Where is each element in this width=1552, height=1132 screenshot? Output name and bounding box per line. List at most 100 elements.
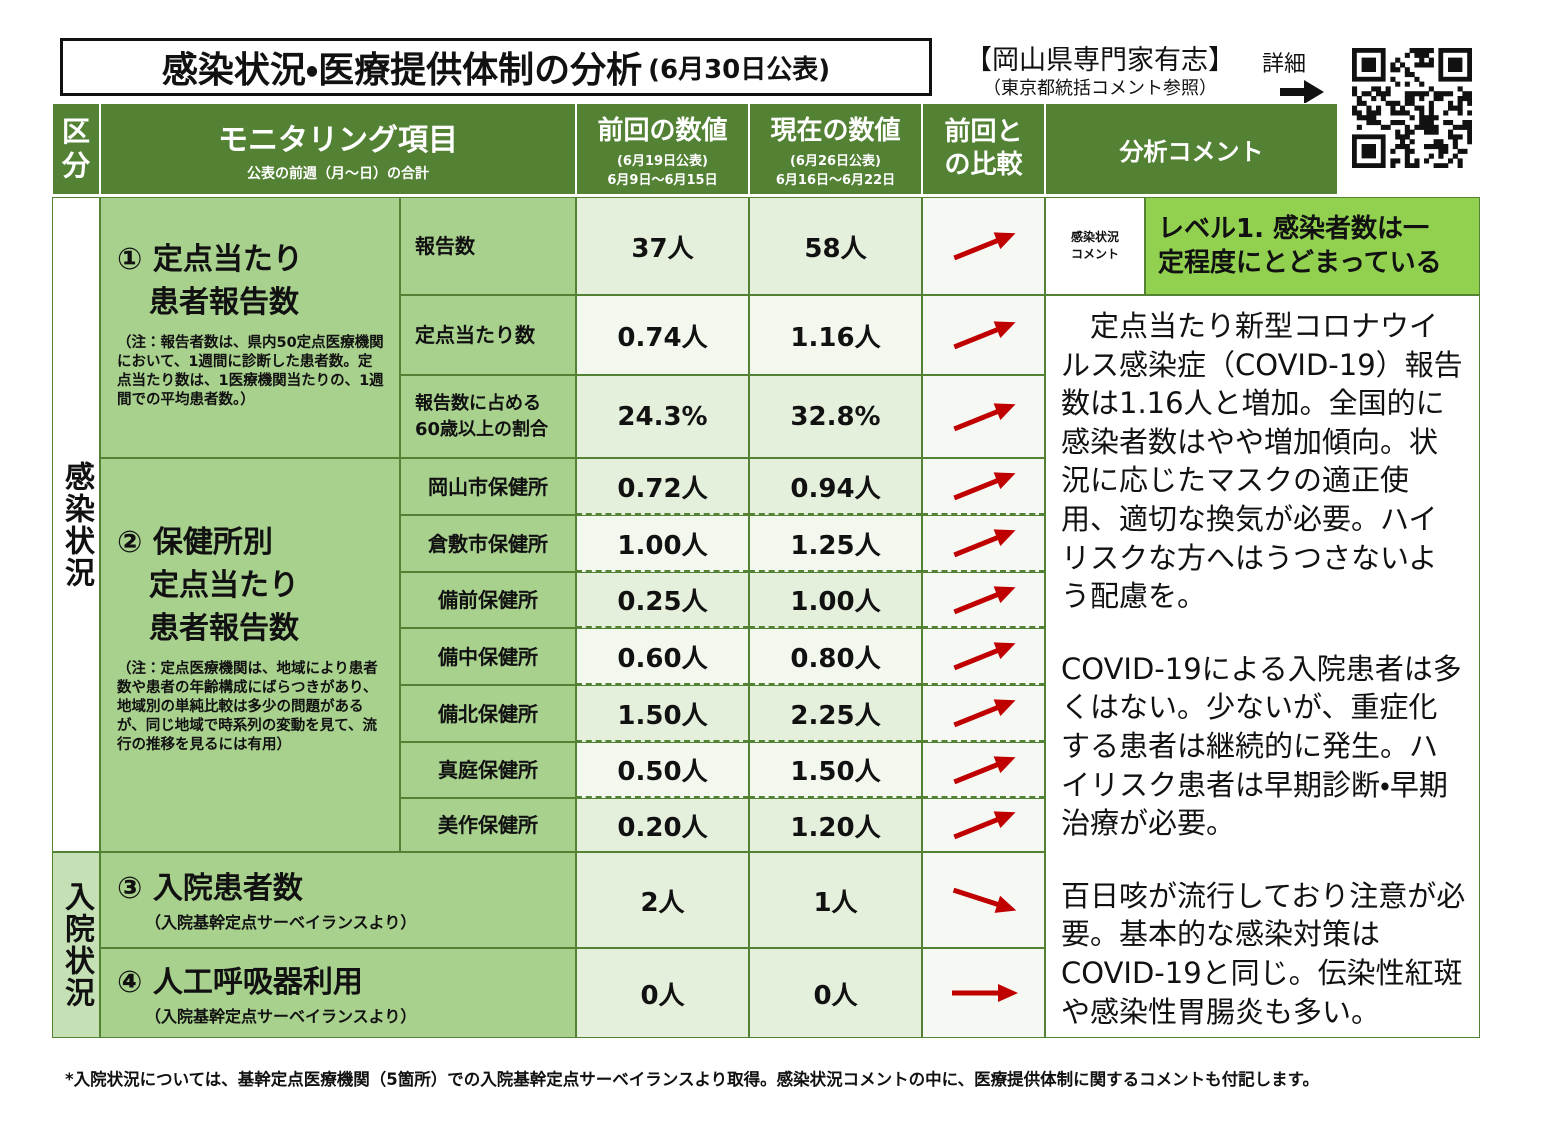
item-label: 備中保健所	[438, 644, 538, 669]
trend-arrow	[952, 232, 1016, 261]
previous-value: 1.00人	[576, 515, 749, 572]
comment-paragraph: 百日咳が流行しており注意が必要。基本的な感染対策はCOVID-19と同じ。伝染性…	[1061, 878, 1466, 1029]
header-text: 前回の数値	[597, 116, 728, 146]
item-label-cell: 備前保健所	[400, 572, 576, 628]
current-value: 1.00人	[749, 572, 922, 628]
item-label: 岡山市保健所	[428, 474, 548, 499]
current-value: 1.20人	[749, 798, 922, 852]
previous-value: 37人	[576, 197, 749, 295]
current-value: 58人	[749, 197, 922, 295]
organization-note: （東京都統括コメント参照）	[983, 78, 1217, 99]
current-value: 32.8%	[749, 375, 922, 458]
organization: 【岡山県専門家有志】	[965, 45, 1235, 76]
comparison-cell	[922, 197, 1045, 295]
trend-arrow	[952, 585, 1016, 614]
comparison-cell	[922, 572, 1045, 628]
current-value: 1.16人	[749, 295, 922, 375]
header-note: (6月19日公表)	[616, 154, 709, 169]
item-label-cell: 報告数	[400, 197, 576, 295]
footnote: *入院状況については、基幹定点医療機関（5箇所）での入院基幹定点サーベイランスよ…	[65, 1070, 1319, 1089]
section-title: 患者報告数	[149, 611, 299, 646]
section-title: ① 定点当たり	[117, 242, 303, 277]
header-text: 現在の数値	[770, 116, 901, 146]
arrow-icon	[1280, 80, 1324, 104]
section-title: 定点当たり	[149, 568, 299, 603]
previous-value: 0.20人	[576, 798, 749, 852]
comparison-cell	[922, 852, 1045, 948]
comment-paragraph: COVID-19による入院患者は多くはない。少ないが、重症化する患者は継続的に発…	[1061, 651, 1462, 841]
current-value: 1.25人	[749, 515, 922, 572]
item-label-cell: 倉敷市保健所	[400, 515, 576, 572]
level-text: レベル1. 感染者数は一	[1158, 214, 1430, 244]
category-cell: 入院状況	[52, 852, 100, 1038]
previous-value: 0.72人	[576, 458, 749, 515]
item-label-cell: 備北保健所	[400, 685, 576, 742]
comparison-cell	[922, 798, 1045, 852]
comparison-cell	[922, 295, 1045, 375]
section-title: ③ 入院患者数	[117, 871, 303, 906]
comparison-cell	[922, 628, 1045, 685]
comment-label: コメント	[1070, 247, 1119, 261]
previous-value: 0.74人	[576, 295, 749, 375]
item-label: 定点当たり数	[415, 323, 535, 347]
header-note: (6月26日公表)	[789, 154, 882, 169]
trend-arrow	[952, 642, 1016, 671]
trend-arrow	[952, 402, 1016, 431]
current-value: 0.94人	[749, 458, 922, 515]
trend-arrow	[952, 887, 1016, 913]
section-title-cell: ① 定点当たり患者報告数 （注：報告者数は、県内50定点医療機関において、1週間に…	[100, 197, 400, 458]
trend-arrow	[952, 811, 1016, 840]
section-title: 患者報告数	[149, 285, 299, 320]
current-value: 2.25人	[749, 685, 922, 742]
comment-paragraph: 定点当たり新型コロナウイルス感染症（COVID-19）報告数は1.16人と増加。…	[1061, 309, 1463, 614]
item-label: 備北保健所	[438, 701, 538, 726]
header-current: 現在の数値 (6月26日公表) 6月16日～6月22日	[749, 103, 922, 195]
item-label: 倉敷市保健所	[428, 531, 548, 556]
section-note: （入院基幹定点サーベイランスより）	[145, 1007, 417, 1026]
header-text: 分	[61, 149, 90, 182]
current-value: 1.50人	[749, 742, 922, 798]
header-category: 区分	[52, 103, 100, 195]
section-title: ④ 人工呼吸器利用	[117, 965, 363, 1000]
previous-value: 1.50人	[576, 685, 749, 742]
current-value: 1人	[749, 852, 922, 948]
section-note: （注：報告者数は、県内50定点医療機関において、1週間に診断した患者数。定点当た…	[117, 335, 384, 408]
previous-value: 24.3%	[576, 375, 749, 458]
item-label-cell: 定点当たり数	[400, 295, 576, 375]
comparison-cell	[922, 742, 1045, 798]
header-comment: 分析コメント	[1045, 103, 1338, 195]
section-title-cell: ③ 入院患者数 （入院基幹定点サーベイランスより）	[100, 852, 576, 948]
comparison-cell	[922, 375, 1045, 458]
item-label: 備前保健所	[438, 588, 538, 612]
title-box: 感染状況・医療提供体制の分析 (6月30日公表)	[60, 38, 932, 96]
item-label: 報告数	[415, 234, 475, 258]
previous-value: 0.60人	[576, 628, 749, 685]
item-label-cell: 報告数に占める 60歳以上の割合	[400, 375, 576, 458]
comment-label: 感染状況	[1070, 230, 1119, 244]
title-date: (6月30日公表)	[648, 54, 831, 85]
section-title-cell: ④ 人工呼吸器利用 （入院基幹定点サーベイランスより）	[100, 948, 576, 1038]
trend-arrow	[952, 755, 1016, 784]
section-note: （注：定点医療機関は、地域により患者数や患者の年齢構成にばらつきがあり、地域別の…	[117, 661, 378, 753]
item-label: 報告数に占める	[415, 392, 541, 414]
qr-image	[1352, 48, 1473, 169]
header-text: の比較	[944, 150, 1023, 180]
header-comparison: 前回と の比較	[922, 103, 1045, 195]
header-item: モニタリング項目 公表の前週（月～日）の合計	[100, 103, 576, 195]
comparison-cell	[922, 458, 1045, 515]
previous-value: 0.50人	[576, 742, 749, 798]
item-label: 美作保健所	[438, 813, 538, 837]
qr-code	[1352, 48, 1473, 169]
trend-arrow	[951, 984, 1018, 1002]
item-label-cell: 岡山市保健所	[400, 458, 576, 515]
item-label: 60歳以上の割合	[415, 418, 549, 440]
header-note: 6月16日～6月22日	[775, 173, 896, 188]
item-label-cell: 備中保健所	[400, 628, 576, 685]
level-text: 定程度にとどまっている	[1158, 248, 1442, 278]
header-text: モニタリング項目	[218, 123, 458, 158]
level-cell: レベル1. 感染者数は一 定程度にとどまっている	[1145, 197, 1480, 295]
trend-arrow	[952, 321, 1016, 350]
header-note: 6月9日～6月15日	[607, 173, 718, 188]
section-note: （入院基幹定点サーベイランスより）	[145, 913, 417, 932]
